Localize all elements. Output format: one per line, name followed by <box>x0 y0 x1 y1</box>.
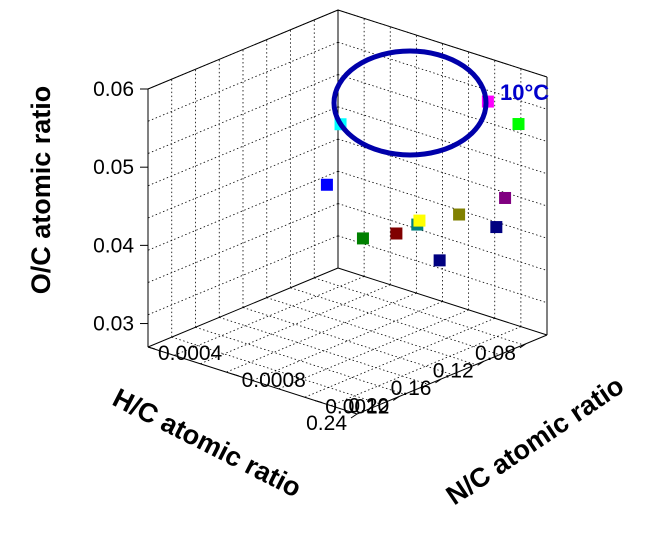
annotation-label: 10°C <box>500 80 549 105</box>
z-tick-label: 0.05 <box>93 156 134 179</box>
point-layer <box>320 95 525 267</box>
x-tick-mark <box>477 360 484 366</box>
floor-gridline <box>314 277 524 346</box>
y-axis-line <box>356 334 548 415</box>
floor-gridline <box>290 287 500 356</box>
x-axis-line <box>147 346 358 415</box>
box-edge <box>147 9 339 90</box>
z-tick-label: 0.03 <box>93 313 134 336</box>
floor-gridline <box>195 326 405 395</box>
x-tick-mark <box>392 396 400 401</box>
data-point-6 <box>490 221 503 234</box>
z-tick-label: 0.06 <box>93 78 134 101</box>
data-point-8 <box>512 118 525 131</box>
floor-gridline <box>226 292 417 373</box>
x-tick-label: 0.24 <box>306 412 347 435</box>
data-point-0 <box>356 232 369 245</box>
x-tick-mark <box>350 413 358 419</box>
wall-gridline <box>337 106 548 175</box>
data-point-11 <box>320 178 333 191</box>
y-axis-title: N/C atomic ratio <box>441 370 629 511</box>
axis-layer <box>140 9 548 419</box>
data-point-3 <box>413 214 426 227</box>
y-tick-label: 0.0008 <box>242 369 306 392</box>
floor-gridline <box>266 297 476 366</box>
y-tick-mark <box>231 373 239 377</box>
z-tick-label: 0.04 <box>93 234 134 257</box>
wall-gridline <box>337 170 548 239</box>
floor-gridline <box>219 316 429 385</box>
data-point-5 <box>499 191 512 204</box>
floor-gridline <box>171 336 381 405</box>
x-tick-label: 0.20 <box>348 394 389 417</box>
floor-gridline <box>242 307 453 375</box>
annotation-ellipse <box>331 48 489 158</box>
x-tick-mark <box>435 378 442 384</box>
wall-gridline <box>337 41 548 110</box>
y-tick-mark <box>315 400 323 404</box>
x-tick-label: 0.08 <box>475 342 516 365</box>
x-tick-mark <box>519 343 527 349</box>
data-point-4 <box>453 208 466 221</box>
floor-gridline <box>200 284 391 365</box>
data-point-7 <box>433 254 446 267</box>
box-edge <box>337 267 548 336</box>
data-point-1 <box>390 227 403 240</box>
x-tick-label: 0.12 <box>433 359 474 382</box>
y-tick-label: 0.0004 <box>158 342 223 365</box>
x-axis-title: H/C atomic ratio <box>108 383 306 504</box>
wall-gridline <box>337 203 548 271</box>
z-axis-title: O/C atomic ratio <box>26 86 56 295</box>
wall-gridline <box>337 235 548 304</box>
box-edge <box>147 267 339 348</box>
wall-gridline <box>337 74 548 142</box>
y-tick-mark <box>147 346 156 350</box>
box-edge <box>337 9 548 78</box>
tick-layer: 0.030.040.050.060.080.120.160.200.240.00… <box>93 78 516 435</box>
x-tick-label: 0.16 <box>391 377 432 400</box>
y-tick-label: 0.0012 <box>325 396 389 419</box>
